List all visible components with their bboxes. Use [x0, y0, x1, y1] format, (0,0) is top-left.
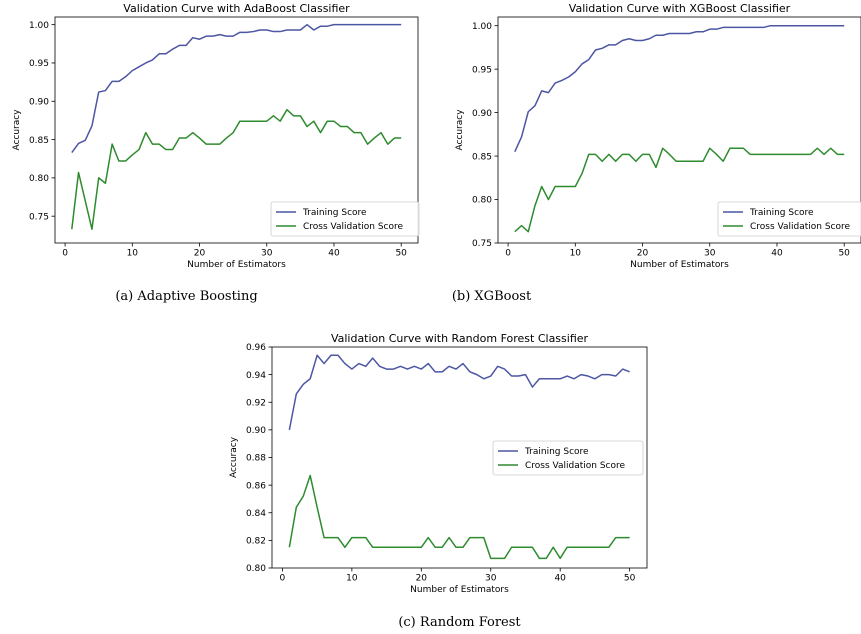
chart-0: Validation Curve with AdaBoost Classifie… [12, 2, 420, 304]
y-tick-label: 0.92 [246, 398, 266, 408]
figure-caption: (a) Adaptive Boosting [115, 289, 257, 304]
y-tick-label: 0.84 [246, 509, 266, 519]
x-tick-label: 30 [261, 249, 273, 259]
legend: Training Score Cross Validation Score [270, 201, 420, 237]
legend-box [717, 201, 861, 237]
y-tick-label: 1.00 [29, 21, 49, 31]
x-tick-label: 50 [838, 249, 850, 259]
x-axis-label: Number of Estimators [630, 260, 729, 270]
plot-frame [54, 16, 419, 244]
x-tick-label: 40 [771, 249, 783, 259]
y-tick-label: 0.90 [472, 109, 492, 119]
legend-box [492, 440, 644, 476]
series-line-training-score [514, 24, 845, 153]
y-tick-label: 0.82 [246, 537, 266, 547]
y-tick-label: 0.96 [246, 343, 266, 353]
y-tick-label: 0.80 [472, 196, 492, 206]
x-tick-label: 0 [280, 574, 286, 584]
chart-title: Validation Curve with AdaBoost Classifie… [123, 2, 350, 15]
x-tick-label: 50 [624, 574, 636, 584]
y-tick-label: 0.90 [246, 426, 266, 436]
legend-label: Training Score [524, 447, 589, 457]
series-line-training-score [71, 23, 402, 154]
series-line-cross-validation-score [71, 108, 402, 230]
x-tick-label: 20 [637, 249, 649, 259]
y-tick-label: 0.80 [29, 174, 49, 184]
y-tick-label: 0.75 [29, 212, 49, 222]
x-tick-label: 20 [416, 574, 428, 584]
x-axis-label: Number of Estimators [187, 260, 286, 270]
legend-label: Training Score [749, 208, 814, 218]
x-tick-label: 10 [346, 574, 358, 584]
x-axis-label: Number of Estimators [410, 585, 509, 595]
y-tick-label: 0.85 [472, 152, 492, 162]
x-tick-label: 20 [194, 249, 206, 259]
y-tick-label: 0.86 [246, 481, 266, 491]
legend: Training Score Cross Validation Score [717, 201, 861, 237]
series-line-cross-validation-score [288, 474, 630, 560]
y-tick-label: 0.88 [246, 454, 266, 464]
legend-label: Training Score [302, 208, 367, 218]
chart-2: Validation Curve with Random Forest Clas… [229, 332, 648, 630]
y-axis-label: Accuracy [229, 436, 239, 478]
legend: Training Score Cross Validation Score [492, 440, 644, 476]
legend-label: Cross Validation Score [525, 461, 626, 471]
y-tick-label: 0.90 [29, 97, 49, 107]
x-tick-label: 10 [570, 249, 582, 259]
y-tick-label: 0.95 [472, 65, 492, 75]
y-tick-label: 0.80 [246, 564, 266, 574]
y-tick-label: 1.00 [472, 22, 492, 32]
legend-box [270, 201, 420, 237]
y-tick-label: 0.94 [246, 371, 266, 381]
y-tick-label: 0.75 [472, 239, 492, 249]
chart-1: Validation Curve with XGBoost Classifier… [452, 2, 861, 304]
y-axis-label: Accuracy [455, 109, 465, 151]
legend-label: Cross Validation Score [303, 222, 404, 232]
y-axis-label: Accuracy [12, 109, 22, 151]
plot-frame [497, 16, 861, 244]
chart-title: Validation Curve with XGBoost Classifier [569, 2, 791, 15]
x-tick-label: 10 [127, 249, 139, 259]
legend-label: Cross Validation Score [750, 222, 851, 232]
figure-caption: (b) XGBoost [452, 289, 532, 304]
x-tick-label: 30 [485, 574, 497, 584]
y-tick-label: 0.85 [29, 136, 49, 146]
x-tick-label: 40 [328, 249, 340, 259]
series-line-training-score [288, 354, 630, 431]
x-tick-label: 50 [395, 249, 407, 259]
chart-title: Validation Curve with Random Forest Clas… [331, 332, 589, 345]
x-tick-label: 40 [554, 574, 566, 584]
figure-caption: (c) Random Forest [398, 615, 521, 630]
y-tick-label: 0.95 [29, 59, 49, 69]
x-tick-label: 0 [62, 249, 68, 259]
x-tick-label: 0 [505, 249, 511, 259]
x-tick-label: 30 [704, 249, 716, 259]
series-line-cross-validation-score [514, 147, 845, 233]
